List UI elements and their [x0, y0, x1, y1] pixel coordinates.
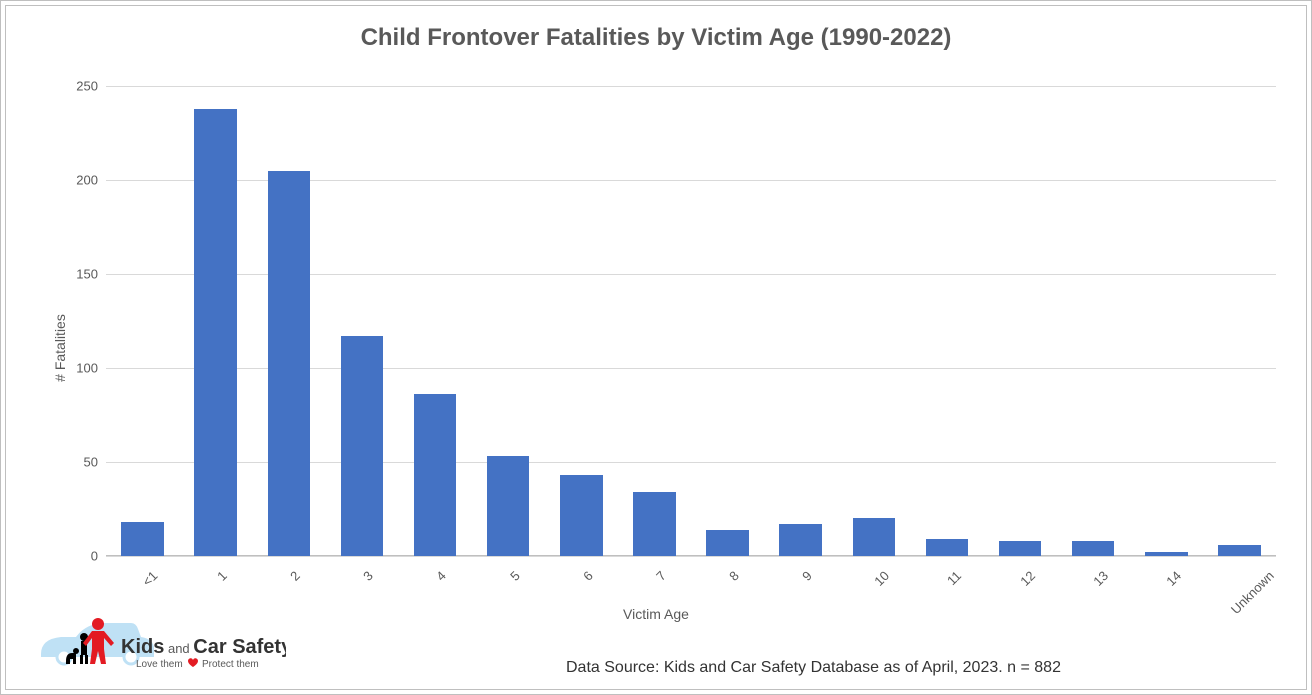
- x-tick-label: 10: [871, 568, 892, 589]
- x-tick-label: 7: [653, 568, 669, 584]
- x-tick-label: 11: [944, 568, 964, 588]
- bar: [194, 109, 236, 556]
- brand-logo: Kids and Car Safety Love them Protect th…: [36, 609, 286, 679]
- bar-slot: 13: [1057, 86, 1130, 556]
- data-source-text: Data Source: Kids and Car Safety Databas…: [566, 659, 1061, 677]
- x-tick-label: 13: [1090, 568, 1111, 589]
- bar: [1072, 541, 1114, 556]
- x-tick-label: 9: [799, 568, 815, 584]
- svg-text:Kids and Car Safety: Kids and Car Safety: [121, 636, 286, 658]
- chart-inner-border: Child Frontover Fatalities by Victim Age…: [5, 5, 1307, 690]
- y-tick-label: 50: [84, 455, 98, 470]
- bar-slot: 2: [252, 86, 325, 556]
- bar: [779, 524, 821, 556]
- bar-slot: 11: [910, 86, 983, 556]
- y-tick-label: 250: [76, 79, 98, 94]
- bar-slot: Unknown: [1203, 86, 1276, 556]
- bar: [341, 336, 383, 556]
- bar: [853, 518, 895, 556]
- adult-icon: [92, 618, 104, 630]
- y-tick-label: 200: [76, 173, 98, 188]
- logo-text: K: [121, 636, 136, 658]
- bar-slot: 4: [399, 86, 472, 556]
- bar: [999, 541, 1041, 556]
- logo-tagline: Protect them: [202, 659, 259, 670]
- x-tick-label: 2: [287, 568, 303, 584]
- bar: [926, 539, 968, 556]
- chart-title: Child Frontover Fatalities by Victim Age…: [6, 24, 1306, 52]
- logo-tagline: Love them: [136, 659, 183, 670]
- y-tick-label: 150: [76, 267, 98, 282]
- x-tick-label: 3: [360, 568, 376, 584]
- bar-slot: 7: [618, 86, 691, 556]
- bar-slot: 14: [1130, 86, 1203, 556]
- bar: [1145, 552, 1187, 556]
- x-tick-label: 1: [214, 568, 230, 584]
- bar: [560, 475, 602, 556]
- child-icon: [85, 655, 88, 664]
- chart-outer-border: Child Frontover Fatalities by Victim Age…: [0, 0, 1312, 695]
- bar: [414, 394, 456, 556]
- bar-slot: 12: [984, 86, 1057, 556]
- logo-text: and: [164, 641, 193, 656]
- bar-slot: 1: [179, 86, 252, 556]
- x-tick-label: 8: [726, 568, 742, 584]
- x-tick-label: 5: [507, 568, 523, 584]
- bar-slot: 10: [837, 86, 910, 556]
- bar-slot: 9: [764, 86, 837, 556]
- y-tick-label: 100: [76, 361, 98, 376]
- bar: [121, 522, 163, 556]
- bar-slot: 6: [545, 86, 618, 556]
- x-tick-label: 12: [1017, 568, 1038, 589]
- bar: [633, 492, 675, 556]
- x-tick-label: <1: [139, 568, 160, 589]
- heart-icon: [188, 658, 198, 667]
- logo-text: Car Safety: [193, 636, 286, 658]
- logo-text: ids: [135, 636, 164, 658]
- plot-area: 050100150200250<11234567891011121314Unkn…: [106, 86, 1276, 556]
- bar: [268, 171, 310, 556]
- bar-slot: 8: [691, 86, 764, 556]
- x-tick-label: 4: [434, 568, 450, 584]
- bar: [487, 456, 529, 556]
- y-tick-label: 0: [91, 549, 98, 564]
- svg-text:Protect them: Protect them: [202, 659, 259, 670]
- dog-icon: [73, 648, 79, 654]
- svg-text:Love them: Love them: [136, 659, 183, 670]
- child-icon: [80, 655, 83, 664]
- bars-container: <11234567891011121314Unknown: [106, 86, 1276, 556]
- bar-slot: <1: [106, 86, 179, 556]
- bar: [1218, 545, 1260, 556]
- bar-slot: 3: [325, 86, 398, 556]
- x-tick-label: 14: [1163, 568, 1184, 589]
- y-axis-label: # Fatalities: [52, 314, 68, 382]
- bar-slot: 5: [472, 86, 545, 556]
- grid-line: [106, 556, 1276, 557]
- x-tick-label: 6: [580, 568, 596, 584]
- bar: [706, 530, 748, 556]
